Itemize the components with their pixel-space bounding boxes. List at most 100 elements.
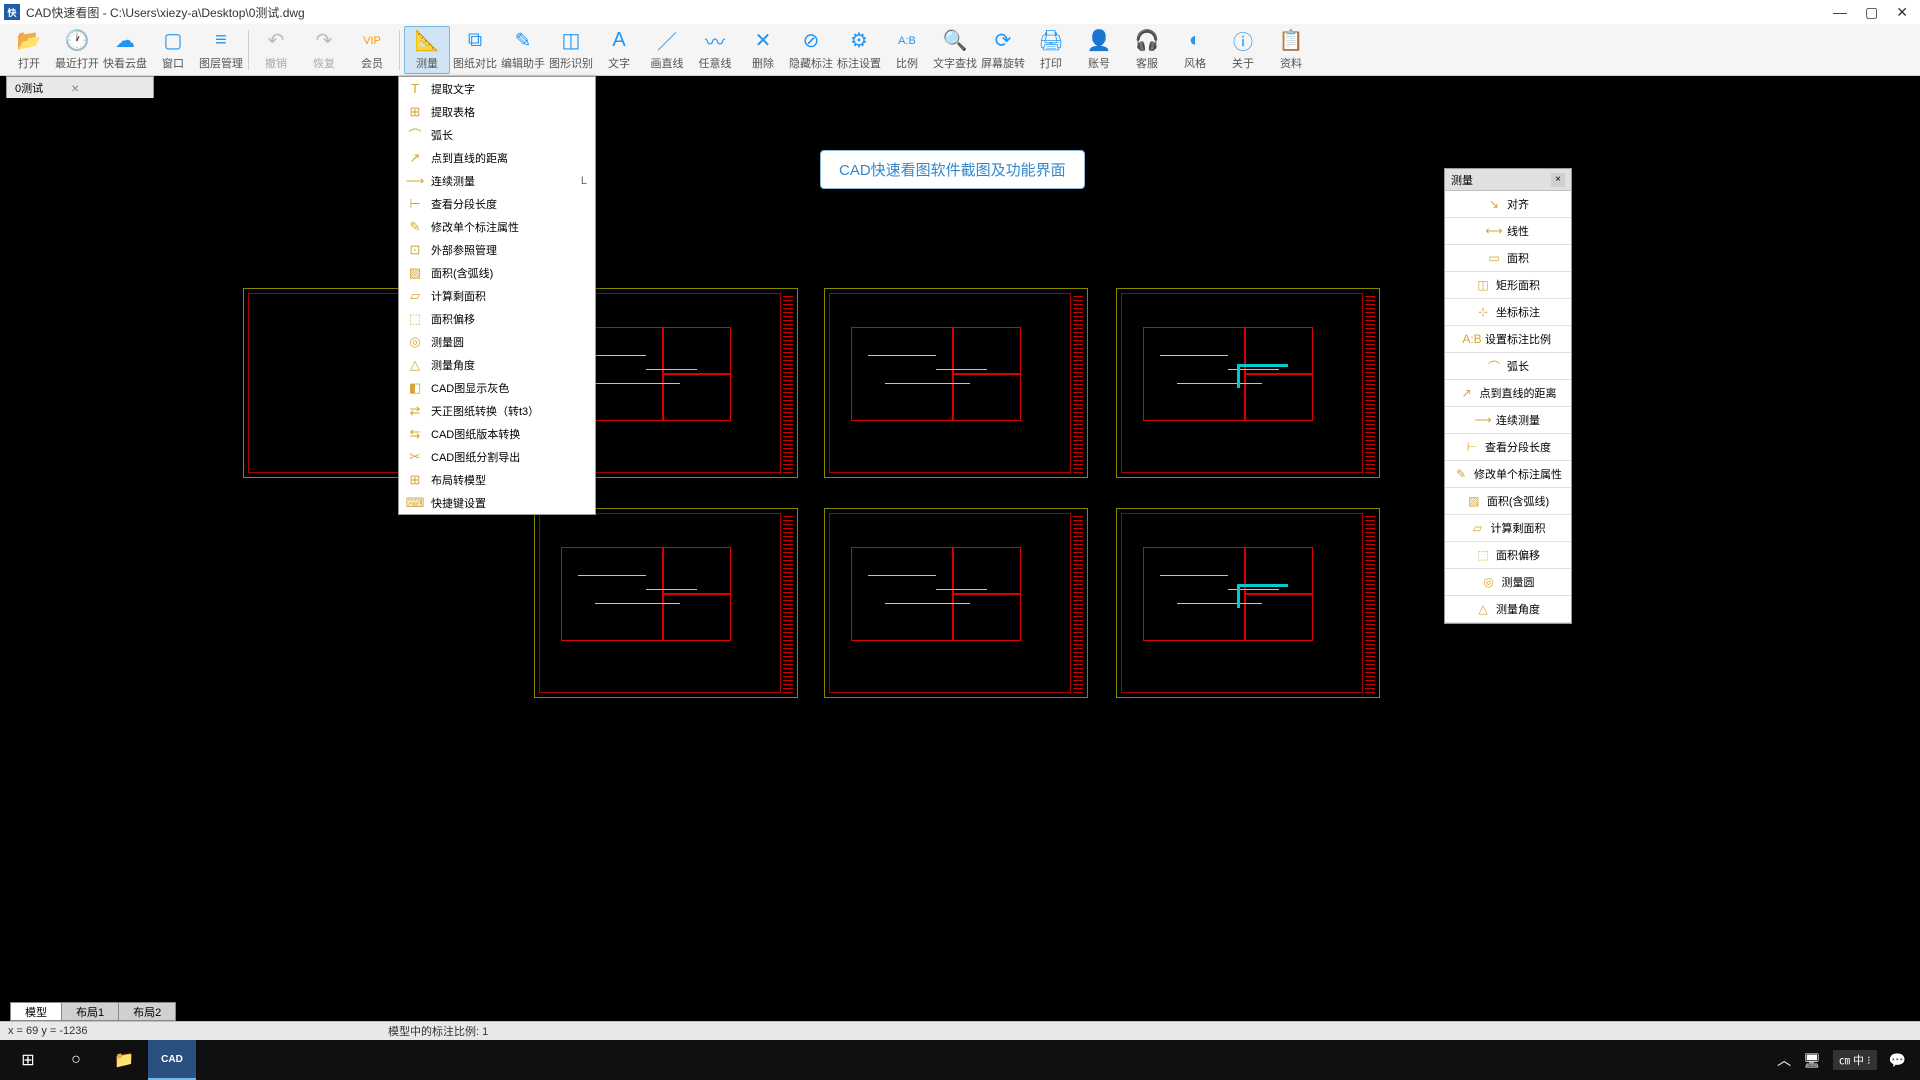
app-icon: 快 <box>4 4 20 20</box>
drawing-thumbnail[interactable] <box>1116 508 1380 698</box>
drawing-thumbnail[interactable] <box>824 288 1088 478</box>
toolbar-关于[interactable]: ⓘ关于 <box>1220 26 1266 74</box>
menu-icon: ⊞ <box>407 472 423 488</box>
side-label: 计算剩面积 <box>1491 520 1546 536</box>
menu-item-外部参照管理[interactable]: ⊡外部参照管理 <box>399 238 595 261</box>
tray-network-icon[interactable]: 🖥 <box>1803 1052 1821 1069</box>
file-tab[interactable]: 0测试 × <box>6 76 154 98</box>
minimize-button[interactable]: — <box>1833 5 1847 19</box>
menu-item-点到直线的距离[interactable]: ↗点到直线的距离 <box>399 146 595 169</box>
notification-icon[interactable]: 💬 <box>1889 1052 1906 1069</box>
toolbar-会员[interactable]: VIP会员 <box>349 26 395 74</box>
toolbar-图纸对比[interactable]: ⧉图纸对比 <box>452 26 498 74</box>
side-item-面积(含弧线)[interactable]: ▨面积(含弧线) <box>1445 488 1571 515</box>
toolbar-图形识别[interactable]: ◫图形识别 <box>548 26 594 74</box>
menu-item-提取表格[interactable]: ⊞提取表格 <box>399 100 595 123</box>
start-button[interactable]: ⊞ <box>4 1040 52 1080</box>
layout-tab-布局1[interactable]: 布局1 <box>61 1002 119 1021</box>
side-icon: ◎ <box>1482 575 1496 589</box>
toolbar-快看云盘[interactable]: ☁快看云盘 <box>102 26 148 74</box>
tray-chevron-icon[interactable]: ︿ <box>1777 1050 1791 1070</box>
ime-indicator[interactable]: ㎝ 中 ⁝ <box>1833 1050 1877 1070</box>
menu-item-面积偏移[interactable]: ⬚面积偏移 <box>399 307 595 330</box>
toolbar-恢复[interactable]: ↷恢复 <box>301 26 347 74</box>
maximize-button[interactable]: ▢ <box>1865 5 1878 19</box>
menu-item-查看分段长度[interactable]: ⊢查看分段长度 <box>399 192 595 215</box>
menu-item-天正图纸转换（转t3）[interactable]: ⇄天正图纸转换（转t3） <box>399 399 595 422</box>
toolbar-比例[interactable]: A:B比例 <box>884 26 930 74</box>
menu-item-面积(含弧线)[interactable]: ▨面积(含弧线) <box>399 261 595 284</box>
menu-item-弧长[interactable]: ⌒弧长 <box>399 123 595 146</box>
menu-item-提取文字[interactable]: T提取文字 <box>399 77 595 100</box>
side-item-线性[interactable]: ⟷线性 <box>1445 218 1571 245</box>
toolbar-客服[interactable]: 🎧客服 <box>1124 26 1170 74</box>
side-panel-close-icon[interactable]: × <box>1551 173 1565 187</box>
menu-item-CAD图显示灰色[interactable]: ◧CAD图显示灰色 <box>399 376 595 399</box>
side-item-矩形面积[interactable]: ◫矩形面积 <box>1445 272 1571 299</box>
toolbar-打印[interactable]: 🖨打印 <box>1028 26 1074 74</box>
layout-tab-模型[interactable]: 模型 <box>10 1002 62 1021</box>
toolbar-标注设置[interactable]: ⚙标注设置 <box>836 26 882 74</box>
drawing-thumbnail[interactable] <box>534 508 798 698</box>
menu-item-测量圆[interactable]: ◎测量圆 <box>399 330 595 353</box>
menu-item-测量角度[interactable]: △测量角度 <box>399 353 595 376</box>
menu-item-计算剩面积[interactable]: ▱计算剩面积 <box>399 284 595 307</box>
side-icon: ⊢ <box>1465 440 1479 454</box>
menu-label: 布局转模型 <box>431 472 486 488</box>
side-item-弧长[interactable]: ⌒弧长 <box>1445 353 1571 380</box>
menu-icon: ⊡ <box>407 242 423 258</box>
side-icon: ↗ <box>1460 386 1474 400</box>
close-button[interactable]: ✕ <box>1896 5 1908 19</box>
toolbar-资料[interactable]: 📋资料 <box>1268 26 1314 74</box>
toolbar-测量[interactable]: 📐测量 <box>404 26 450 74</box>
drawing-thumbnail[interactable] <box>1116 288 1380 478</box>
side-item-设置标注比例[interactable]: A:B 设置标注比例 <box>1445 326 1571 353</box>
menu-item-CAD图纸版本转换[interactable]: ⇆CAD图纸版本转换 <box>399 422 595 445</box>
toolbar-窗口[interactable]: ▢窗口 <box>150 26 196 74</box>
drawing-thumbnail[interactable] <box>824 508 1088 698</box>
menu-item-快捷键设置[interactable]: ⌨快捷键设置 <box>399 491 595 514</box>
toolbar-屏幕旋转[interactable]: ⟳屏幕旋转 <box>980 26 1026 74</box>
side-item-测量圆[interactable]: ◎测量圆 <box>1445 569 1571 596</box>
toolbar-最近打开[interactable]: 🕐最近打开 <box>54 26 100 74</box>
side-item-修改单个标注属性[interactable]: ✎修改单个标注属性 <box>1445 461 1571 488</box>
cad-app-button[interactable]: CAD <box>148 1040 196 1080</box>
toolbar-账号[interactable]: 👤账号 <box>1076 26 1122 74</box>
toolbar-文字查找[interactable]: 🔍文字查找 <box>932 26 978 74</box>
side-label: 设置标注比例 <box>1485 331 1551 347</box>
side-item-面积[interactable]: ▭面积 <box>1445 245 1571 272</box>
toolbar-隐藏标注[interactable]: ⊘隐藏标注 <box>788 26 834 74</box>
menu-item-布局转模型[interactable]: ⊞ 布局转模型 <box>399 468 595 491</box>
close-tab-icon[interactable]: × <box>71 80 79 96</box>
side-icon: ⟶ <box>1476 413 1490 427</box>
side-item-点到直线的距离[interactable]: ↗点到直线的距离 <box>1445 380 1571 407</box>
explorer-button[interactable]: 📁 <box>100 1040 148 1080</box>
side-item-对齐[interactable]: ↘对齐 <box>1445 191 1571 218</box>
toolbar-图层管理[interactable]: ≡图层管理 <box>198 26 244 74</box>
side-item-坐标标注[interactable]: ⊹坐标标注 <box>1445 299 1571 326</box>
menu-icon: ⌒ <box>407 127 423 143</box>
toolbar-删除[interactable]: ✕删除 <box>740 26 786 74</box>
toolbar-打开[interactable]: 📂打开 <box>6 26 52 74</box>
toolbar-文字[interactable]: A文字 <box>596 26 642 74</box>
menu-item-修改单个标注属性[interactable]: ✎修改单个标注属性 <box>399 215 595 238</box>
toolbar-label: 关于 <box>1232 55 1254 71</box>
menu-item-连续测量[interactable]: ⟶连续测量L <box>399 169 595 192</box>
toolbar-撤销[interactable]: ↶撤销 <box>253 26 299 74</box>
toolbar-任意线[interactable]: 〰任意线 <box>692 26 738 74</box>
layout-tab-布局2[interactable]: 布局2 <box>118 1002 176 1021</box>
measure-side-panel: 测量 × ↘对齐⟷线性▭面积◫矩形面积⊹坐标标注A:B设置标注比例⌒弧长↗点到直… <box>1444 168 1572 624</box>
toolbar-画直线[interactable]: ／画直线 <box>644 26 690 74</box>
cortana-button[interactable]: ○ <box>52 1040 100 1080</box>
toolbar-编辑助手[interactable]: ✎编辑助手 <box>500 26 546 74</box>
toolbar-风格[interactable]: ◐风格 <box>1172 26 1218 74</box>
menu-label: CAD图纸分割导出 <box>431 449 520 465</box>
side-item-测量角度[interactable]: △测量角度 <box>1445 596 1571 623</box>
menu-item-CAD图纸分割导出[interactable]: ✂CAD图纸分割导出 <box>399 445 595 468</box>
side-item-连续测量[interactable]: ⟶连续测量 <box>1445 407 1571 434</box>
side-item-面积偏移[interactable]: ⬚面积偏移 <box>1445 542 1571 569</box>
side-icon: A:B <box>1465 332 1479 346</box>
side-item-查看分段长度[interactable]: ⊢查看分段长度 <box>1445 434 1571 461</box>
side-item-计算剩面积[interactable]: ▱计算剩面积 <box>1445 515 1571 542</box>
drawing-canvas[interactable] <box>0 100 1920 1040</box>
